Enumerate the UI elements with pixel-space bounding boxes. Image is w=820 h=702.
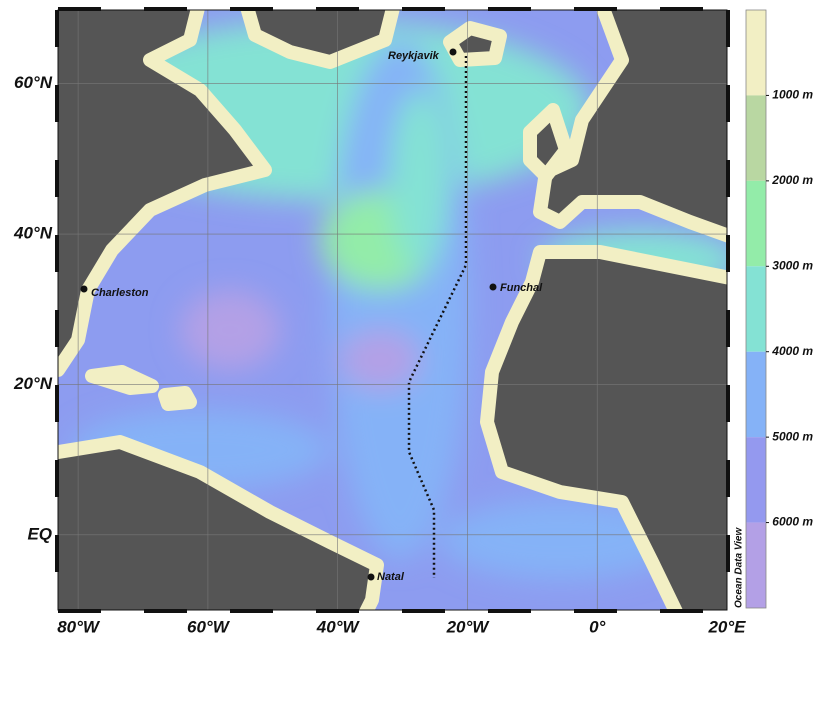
frame-bar (726, 460, 730, 497)
city-marker (367, 573, 375, 581)
credit: Ocean Data View (734, 527, 745, 608)
colorbar-segment (746, 266, 766, 352)
frame-bar (55, 310, 59, 347)
axis-ticks: 80°W 60°W 40°W 20°W 0° 20°E 60°N 40°N 20°N EQ (13, 7, 746, 636)
colorbar-label: 5000 m (772, 429, 813, 443)
frame-bar (726, 235, 730, 272)
colorbar-label: 3000 m (772, 258, 813, 272)
frame-bar (55, 160, 59, 197)
frame-bar (55, 385, 59, 422)
city-markers (80, 48, 497, 581)
frame-bar (144, 609, 187, 613)
frame-bar (55, 235, 59, 272)
city-label: Charleston (91, 287, 149, 299)
city-label: Reykjavik (388, 50, 440, 62)
city-marker (80, 285, 88, 293)
frame-bar (488, 609, 531, 613)
frame-bar (316, 7, 359, 11)
frame-bar (55, 10, 59, 47)
y-tick-label: 60°N (14, 73, 53, 92)
frame-bar (574, 7, 617, 11)
x-tick-label: 20°W (446, 617, 491, 636)
graticule (58, 10, 727, 610)
colorbar-label: 4000 m (771, 344, 813, 358)
x-tick-label: 80°W (57, 617, 101, 636)
x-tick-label: 60°W (187, 617, 231, 636)
frame-bar (726, 535, 730, 572)
map-area (58, 10, 727, 610)
colorbar-segment (746, 180, 766, 267)
land (58, 10, 727, 610)
city-marker (449, 48, 457, 56)
y-tick-label: 20°N (13, 374, 53, 393)
frame-bar (726, 10, 730, 47)
frame-bar (55, 535, 59, 572)
city-label: Funchal (500, 282, 543, 294)
x-tick-label: 40°W (316, 617, 361, 636)
frame-bar (402, 7, 445, 11)
x-tick-label: 0° (589, 617, 605, 636)
frame-bar (402, 609, 445, 613)
frame-bar (726, 160, 730, 197)
frame-bar (55, 460, 59, 497)
colorbar-segment (746, 522, 766, 608)
frame-bar (488, 7, 531, 11)
frame-bar (726, 85, 730, 122)
colorbar-segment (746, 351, 766, 438)
colorbar-label: 6000 m (772, 515, 813, 529)
frame-bar (230, 609, 273, 613)
y-tick-label: 40°N (13, 224, 53, 243)
frame-bar (660, 7, 703, 11)
colorbar-label: 1000 m (772, 88, 813, 102)
city-label: Natal (377, 571, 405, 583)
frame-bar (58, 609, 101, 613)
colorbar-segment (746, 437, 766, 523)
x-tick-label: 20°E (707, 617, 746, 636)
frame-bar (574, 609, 617, 613)
colorbar-segment (746, 10, 766, 96)
city-marker (489, 283, 497, 291)
frame-bar (230, 7, 273, 11)
frame-bar (660, 609, 703, 613)
y-tick-label: EQ (27, 524, 52, 543)
frame-bar (726, 385, 730, 422)
colorbar-segment (746, 95, 766, 181)
colorbar: 1000 m 2000 m 3000 m 4000 m 5000 m 6000 m (745, 9, 813, 609)
frame-bar (144, 7, 187, 11)
colorbar-frame (745, 9, 767, 609)
frame-bar (58, 7, 101, 11)
frame-bar (316, 609, 359, 613)
colorbar-label: 2000 m (771, 173, 813, 187)
frame-bar (726, 310, 730, 347)
frame-bar (55, 85, 59, 122)
